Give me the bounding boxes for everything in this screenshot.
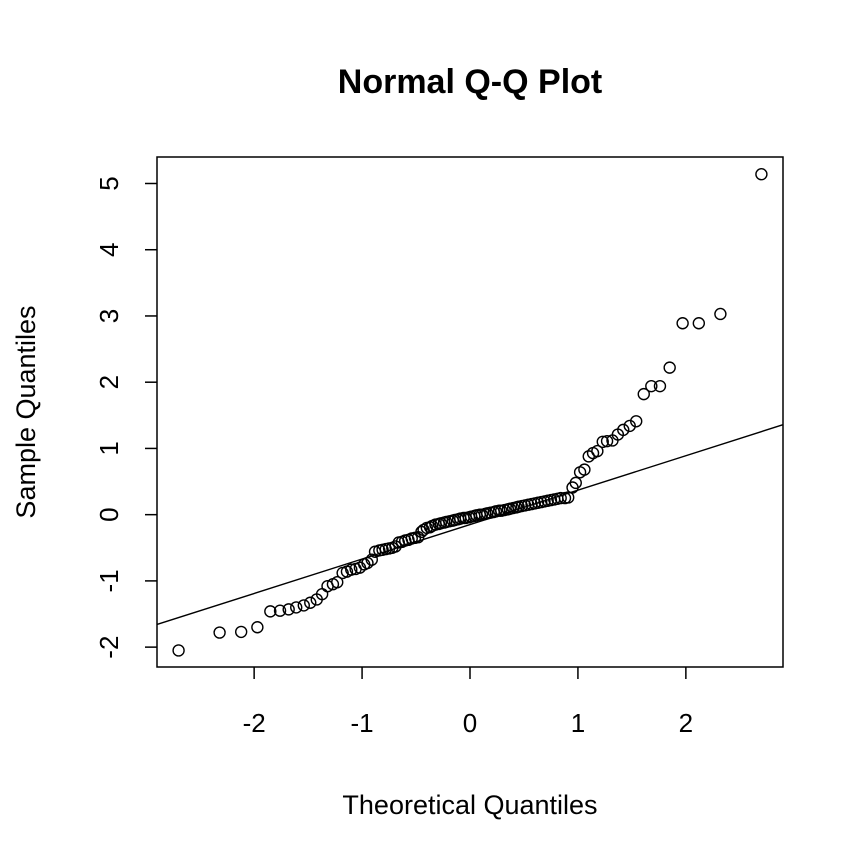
y-axis-label: Sample Quantiles [11, 305, 41, 518]
y-tick-label: -2 [94, 636, 124, 659]
x-axis: -2 -1 0 1 2 [243, 667, 693, 738]
y-tick-label: 5 [94, 176, 124, 190]
data-point [554, 491, 567, 505]
data-point [331, 576, 344, 589]
data-point [645, 379, 658, 393]
chart-title: Normal Q-Q Plot [338, 63, 602, 101]
data-point [653, 379, 667, 393]
data-point [755, 168, 768, 181]
data-point [264, 605, 277, 618]
data-point [273, 604, 287, 617]
plot-area: -2 -1 0 1 2 -2 -1 0 1 2 3 4 5 [94, 156, 784, 738]
data-point [663, 361, 676, 374]
y-tick-label: 2 [94, 375, 124, 389]
data-point [213, 626, 226, 639]
data-point [596, 435, 609, 449]
data-point [251, 621, 264, 634]
data-point [714, 307, 727, 321]
y-tick-label: 0 [94, 507, 124, 521]
data-point [297, 599, 310, 612]
y-tick-label: 4 [94, 242, 124, 256]
data-point [637, 387, 650, 401]
data-point [172, 644, 185, 657]
data-point [234, 625, 248, 639]
y-tick-label: -1 [94, 569, 124, 592]
x-tick-label: 0 [463, 708, 477, 738]
x-axis-label: Theoretical Quantiles [342, 790, 597, 820]
plot-frame [156, 156, 784, 668]
points-group [172, 168, 768, 657]
data-point [676, 317, 689, 330]
x-tick-label: -2 [243, 708, 266, 738]
data-point [692, 317, 706, 330]
data-point [569, 476, 582, 490]
data-point [304, 596, 317, 609]
y-tick-label: 3 [94, 309, 124, 323]
data-point [630, 415, 643, 428]
data-point [617, 423, 630, 437]
data-point [365, 553, 378, 566]
data-point [623, 419, 636, 433]
data-point [290, 601, 303, 614]
data-point [282, 603, 295, 616]
y-tick-label: 1 [94, 441, 124, 455]
reference-line-group [156, 424, 784, 626]
y-axis: -2 -1 0 1 2 3 4 5 [94, 176, 157, 659]
data-point [389, 540, 402, 553]
data-point [591, 444, 604, 458]
reference-line [156, 424, 784, 626]
x-tick-label: 1 [571, 708, 585, 738]
data-point [578, 463, 591, 476]
x-tick-label: -1 [351, 708, 374, 738]
data-point [600, 434, 614, 448]
data-point [345, 563, 358, 576]
x-tick-label: 2 [679, 708, 693, 738]
